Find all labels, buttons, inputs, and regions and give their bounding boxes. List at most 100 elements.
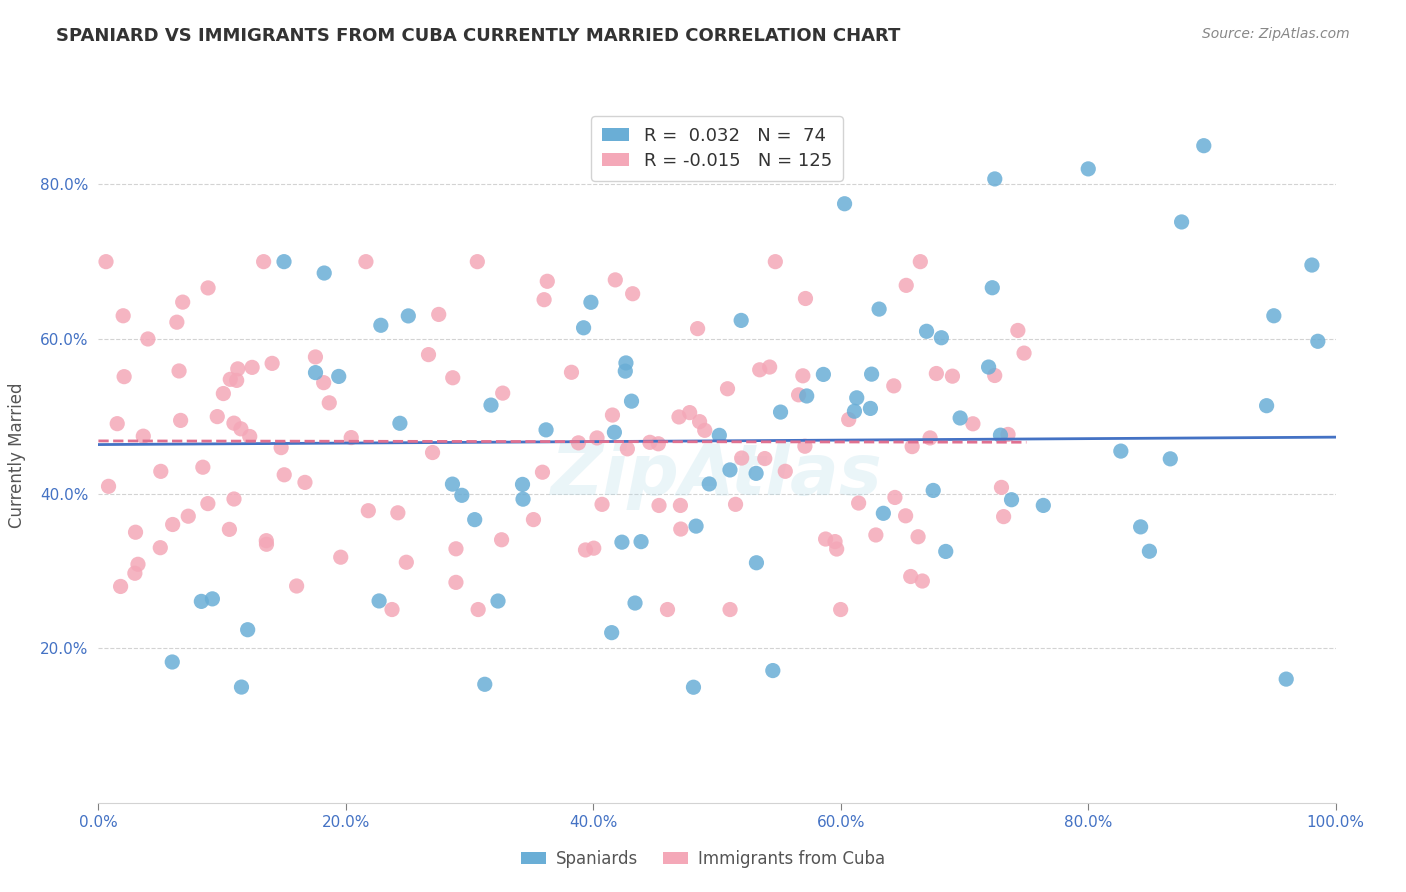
- Point: [492, 386, 515, 401]
- Point: [222, 491, 245, 506]
- Point: [686, 321, 709, 335]
- Point: [638, 435, 661, 450]
- Point: [614, 364, 637, 378]
- Point: [983, 368, 1005, 383]
- Point: [162, 655, 184, 669]
- Point: [560, 365, 582, 379]
- Point: [567, 435, 589, 450]
- Point: [754, 451, 776, 466]
- Point: [792, 368, 814, 383]
- Point: [896, 278, 918, 293]
- Point: [167, 364, 190, 378]
- Point: [177, 509, 200, 524]
- Point: [775, 464, 797, 478]
- Point: [668, 409, 690, 424]
- Y-axis label: Currently Married: Currently Married: [8, 382, 27, 528]
- Point: [1109, 444, 1132, 458]
- Point: [962, 417, 984, 431]
- Point: [387, 506, 409, 520]
- Point: [273, 467, 295, 482]
- Point: [239, 429, 262, 443]
- Point: [110, 579, 132, 593]
- Point: [312, 376, 335, 390]
- Point: [724, 497, 747, 511]
- Point: [1000, 492, 1022, 507]
- Legend: R =  0.032   N =  74, R = -0.015   N = 125: R = 0.032 N = 74, R = -0.015 N = 125: [592, 116, 842, 181]
- Point: [586, 431, 609, 445]
- Point: [231, 680, 253, 694]
- Point: [222, 416, 245, 430]
- Point: [197, 497, 219, 511]
- Point: [318, 396, 340, 410]
- Point: [256, 537, 278, 551]
- Point: [834, 196, 856, 211]
- Point: [285, 579, 308, 593]
- Point: [531, 465, 554, 479]
- Point: [357, 504, 380, 518]
- Point: [830, 602, 852, 616]
- Point: [1077, 161, 1099, 176]
- Point: [993, 509, 1015, 524]
- Point: [162, 517, 184, 532]
- Point: [990, 480, 1012, 494]
- Point: [149, 464, 172, 478]
- Point: [769, 405, 792, 419]
- Point: [441, 477, 464, 491]
- Point: [464, 513, 486, 527]
- Point: [262, 356, 284, 370]
- Point: [512, 492, 534, 507]
- Point: [657, 602, 679, 616]
- Text: Source: ZipAtlas.com: Source: ZipAtlas.com: [1202, 27, 1350, 41]
- Point: [273, 254, 295, 268]
- Point: [522, 513, 544, 527]
- Point: [848, 496, 870, 510]
- Point: [679, 406, 702, 420]
- Point: [218, 522, 240, 536]
- Point: [814, 532, 837, 546]
- Point: [149, 541, 172, 555]
- Point: [697, 477, 720, 491]
- Point: [1129, 520, 1152, 534]
- Point: [844, 404, 866, 418]
- Point: [925, 367, 948, 381]
- Point: [572, 320, 595, 334]
- Point: [491, 533, 513, 547]
- Point: [872, 506, 894, 520]
- Point: [112, 369, 135, 384]
- Point: [709, 428, 731, 442]
- Point: [354, 254, 377, 268]
- Point: [388, 417, 411, 431]
- Point: [533, 293, 555, 307]
- Point: [949, 411, 972, 425]
- Point: [536, 274, 558, 288]
- Point: [793, 439, 815, 453]
- Point: [981, 281, 1004, 295]
- Point: [845, 391, 868, 405]
- Point: [97, 479, 120, 493]
- Point: [922, 483, 945, 498]
- Point: [1306, 334, 1329, 349]
- Point: [124, 566, 146, 581]
- Legend: Spaniards, Immigrants from Cuba: Spaniards, Immigrants from Cuba: [515, 844, 891, 875]
- Point: [226, 362, 249, 376]
- Point: [602, 408, 624, 422]
- Point: [825, 542, 848, 557]
- Point: [614, 356, 637, 370]
- Point: [197, 281, 219, 295]
- Point: [294, 475, 316, 490]
- Point: [1301, 258, 1323, 272]
- Point: [418, 348, 440, 362]
- Point: [860, 367, 883, 381]
- Point: [648, 499, 671, 513]
- Point: [813, 368, 835, 382]
- Point: [868, 302, 890, 317]
- Point: [169, 413, 191, 427]
- Point: [935, 544, 957, 558]
- Point: [240, 360, 263, 375]
- Point: [900, 569, 922, 583]
- Point: [910, 254, 932, 268]
- Point: [883, 379, 905, 393]
- Point: [762, 664, 785, 678]
- Point: [304, 366, 326, 380]
- Point: [859, 401, 882, 416]
